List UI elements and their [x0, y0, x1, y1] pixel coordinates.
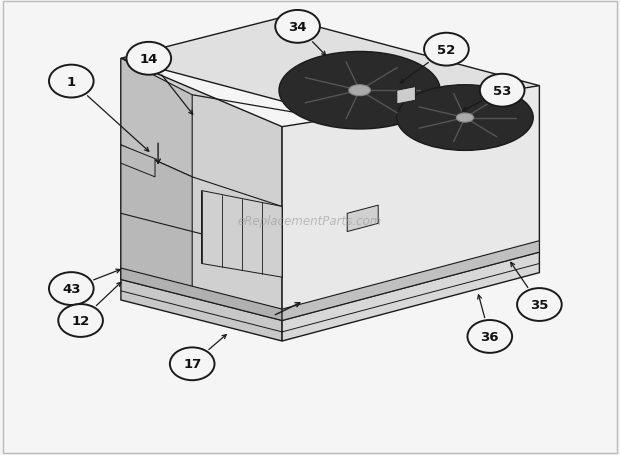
Circle shape: [58, 304, 103, 337]
Circle shape: [49, 66, 94, 98]
Circle shape: [126, 43, 171, 76]
Circle shape: [275, 11, 320, 44]
Text: 12: 12: [71, 314, 90, 327]
Polygon shape: [121, 280, 282, 341]
Ellipse shape: [397, 86, 533, 151]
Polygon shape: [347, 206, 378, 232]
Circle shape: [170, 348, 215, 380]
Polygon shape: [282, 86, 539, 321]
Text: 17: 17: [183, 358, 202, 370]
Polygon shape: [121, 146, 192, 312]
Polygon shape: [282, 253, 539, 341]
Circle shape: [480, 75, 525, 107]
Circle shape: [424, 34, 469, 66]
Text: 1: 1: [67, 76, 76, 88]
Ellipse shape: [348, 86, 371, 96]
Polygon shape: [282, 241, 539, 321]
Text: 53: 53: [493, 85, 512, 97]
Circle shape: [517, 288, 562, 321]
Polygon shape: [202, 191, 282, 278]
Circle shape: [49, 273, 94, 305]
Text: eReplacementParts.com: eReplacementParts.com: [238, 214, 382, 227]
Polygon shape: [121, 59, 282, 321]
Ellipse shape: [456, 114, 474, 123]
Text: 43: 43: [62, 283, 81, 295]
Polygon shape: [121, 146, 155, 177]
Text: 52: 52: [437, 44, 456, 56]
Ellipse shape: [279, 52, 440, 130]
Polygon shape: [121, 18, 539, 127]
Text: 36: 36: [480, 330, 499, 343]
Polygon shape: [121, 59, 192, 177]
Polygon shape: [121, 268, 282, 321]
Circle shape: [467, 320, 512, 353]
Polygon shape: [397, 87, 415, 105]
Text: 35: 35: [530, 298, 549, 311]
Text: 14: 14: [140, 53, 158, 66]
Text: 34: 34: [288, 21, 307, 34]
